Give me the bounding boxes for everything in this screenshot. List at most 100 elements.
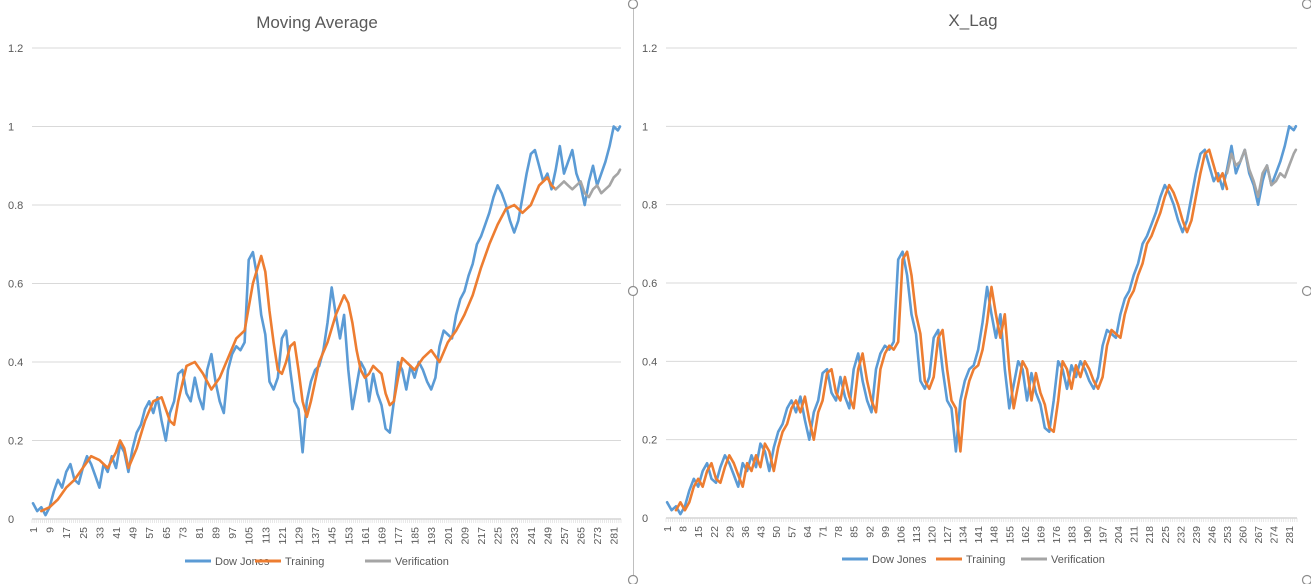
x-tick-label: 281	[1284, 526, 1296, 544]
x-tick-label: 36	[740, 526, 752, 538]
x-tick-label: 241	[526, 527, 538, 545]
legend-label: Verification	[1051, 554, 1105, 566]
x-tick-label: 257	[559, 527, 571, 545]
x-tick-label: 141	[973, 526, 985, 544]
y-tick-label: 0.8	[8, 200, 23, 212]
legend-label: Training	[966, 554, 1005, 566]
x-tick-label: 253	[1222, 526, 1234, 544]
x-tick-label: 78	[833, 526, 845, 538]
x-tick-label: 281	[609, 527, 621, 545]
x-tick-label: 274	[1269, 526, 1281, 544]
y-tick-label: 1.2	[642, 43, 657, 55]
y-tick-label: 0.6	[642, 278, 657, 290]
x-tick-label: 155	[1004, 526, 1016, 544]
x-tick-label: 267	[1253, 526, 1265, 544]
series-line-training	[40, 176, 557, 513]
x-tick-label: 97	[227, 527, 239, 539]
series-line-verification	[1225, 148, 1298, 199]
x-tick-label: 239	[1191, 526, 1203, 544]
x-tick-label: 22	[709, 526, 721, 538]
x-lag-chart: X_Lag 00.20.40.60.811.21 8 15 22 29 36 43 50 57 6…	[642, 11, 1298, 566]
x-tick-label: 233	[509, 527, 521, 545]
legend-label: Dow Jones	[872, 554, 927, 566]
x-tick-label: 260	[1238, 526, 1250, 544]
series-line-dow-jones	[665, 125, 1298, 516]
x-tick-label: 25	[78, 527, 90, 539]
x-tick-label: 8	[678, 526, 690, 532]
x-tick-label: 17	[61, 527, 73, 539]
x-tick-label: 190	[1082, 526, 1094, 544]
x-tick-label: 89	[211, 527, 223, 539]
x-tick-label: 71	[818, 526, 830, 538]
x-tick-label: 217	[476, 527, 488, 545]
x-tick-label: 225	[1160, 526, 1172, 544]
x-tick-label: 113	[260, 527, 272, 544]
x-tick-label: 148	[989, 526, 1001, 544]
y-tick-label: 1	[642, 121, 648, 133]
x-tick-label: 232	[1175, 526, 1187, 544]
x-tick-label: 81	[194, 527, 206, 539]
x-tick-label: 153	[343, 527, 355, 545]
x-tick-label: 113	[911, 526, 923, 543]
x-tick-label: 162	[1020, 526, 1032, 544]
x-tick-label: 134	[958, 526, 970, 544]
x-tick-label: 169	[376, 527, 388, 545]
series-line-dow-jones	[31, 125, 622, 517]
y-tick-label: 0.4	[642, 356, 657, 368]
y-tick-label: 0	[8, 514, 14, 526]
x-tick-label: 169	[1035, 526, 1047, 544]
x-tick-label: 1	[662, 526, 674, 532]
x-tick-label: 65	[161, 527, 173, 539]
x-tick-label: 57	[787, 526, 799, 538]
y-tick-label: 0	[642, 513, 648, 525]
moving-average-chart: Moving Average 00.20.40.60.811.21 9 17 25 33…	[8, 13, 622, 568]
x-tick-label: 137	[310, 527, 322, 545]
x-tick-label: 211	[1129, 526, 1141, 543]
x-tick-label: 15	[693, 526, 705, 538]
x-tick-label: 85	[849, 526, 861, 538]
y-tick-label: 0.8	[642, 200, 657, 212]
x-tick-label: 99	[880, 526, 892, 538]
x-tick-label: 106	[895, 526, 907, 544]
x-tick-label: 129	[294, 527, 306, 545]
legend-label: Training	[285, 556, 324, 568]
x-tick-label: 145	[327, 527, 339, 545]
x-tick-label: 265	[576, 527, 588, 545]
x-tick-label: 161	[360, 527, 372, 545]
x-tick-label: 57	[144, 527, 156, 539]
y-tick-label: 1.2	[8, 43, 23, 55]
x-tick-label: 197	[1098, 526, 1110, 544]
y-tick-label: 0.4	[8, 357, 23, 369]
y-tick-label: 0.6	[8, 279, 23, 291]
chart-panel-moving-average[interactable]: Moving Average 0 0.2 0.4 0.6 0.8 1 1.2 1 9 17 25 33…	[0, 0, 633, 584]
x-tick-label: 64	[802, 526, 814, 538]
x-tick-label: 50	[771, 526, 783, 538]
x-tick-label: 177	[393, 527, 405, 545]
x-tick-label: 193	[426, 527, 438, 545]
x-tick-label: 204	[1113, 526, 1125, 544]
x-tick-label: 41	[111, 527, 123, 539]
x-tick-label: 73	[177, 527, 189, 539]
chart-title: Moving Average	[256, 13, 378, 32]
legend-label: Dow Jones	[215, 556, 270, 568]
x-tick-label: 127	[942, 526, 954, 544]
x-tick-label: 9	[45, 527, 57, 533]
x-tick-label: 218	[1144, 526, 1156, 544]
series-line-verification	[554, 168, 622, 199]
x-tick-label: 183	[1066, 526, 1078, 544]
x-tick-label: 43	[755, 526, 767, 538]
x-tick-label: 120	[927, 526, 939, 544]
legend-label: Verification	[395, 556, 449, 568]
x-tick-label: 33	[94, 527, 106, 539]
x-tick-label: 246	[1206, 526, 1218, 544]
x-tick-label: 176	[1051, 526, 1063, 544]
x-tick-label: 29	[724, 526, 736, 538]
x-tick-label: 105	[244, 527, 256, 545]
x-tick-label: 201	[443, 527, 455, 545]
chart-panel-x-lag[interactable]: X_Lag 0 0.2 0.4 0.6 0.8 1 1.2 1 8 15 22 29 36 43 50 57 6…	[633, 0, 1311, 584]
chart-title: X_Lag	[948, 11, 997, 30]
series-line-training	[674, 148, 1229, 512]
x-tick-label: 121	[277, 527, 289, 545]
x-tick-label: 185	[410, 527, 422, 545]
y-tick-label: 1	[8, 122, 14, 134]
